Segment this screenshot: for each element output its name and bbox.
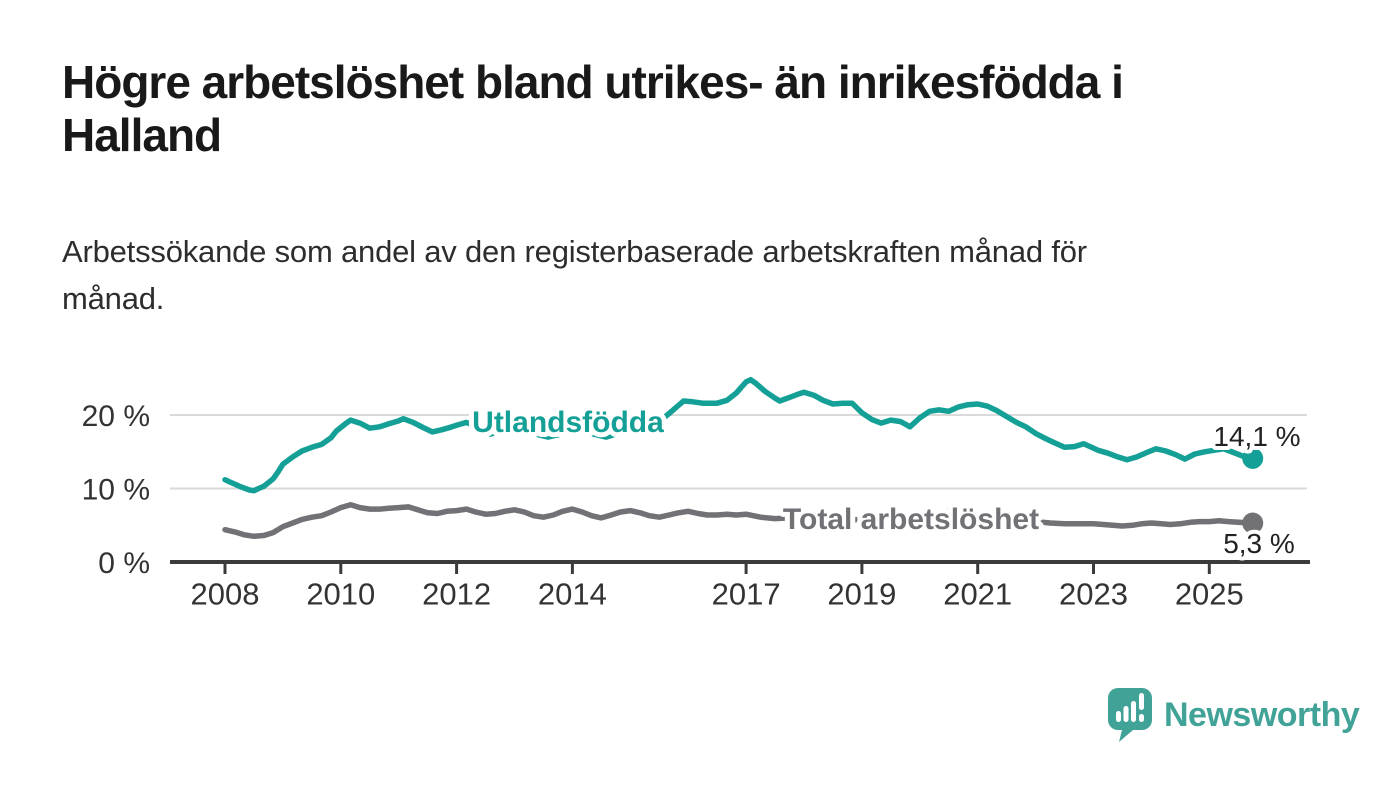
series-line-utlandsfodda [222, 376, 1256, 494]
end-value-label-total: 5,3 % [1223, 528, 1295, 559]
x-tick-label-2019: 2019 [827, 576, 896, 611]
series-end-dot-total-arbetsloshet [1242, 512, 1264, 534]
logo-wordmark: Newsworthy [1164, 696, 1360, 734]
x-tick-label-2017: 2017 [712, 576, 781, 611]
x-tick-label-2012: 2012 [422, 576, 491, 611]
y-tick-label-10: 10 % [82, 474, 150, 507]
y-tick-label-0: 0 % [98, 547, 150, 580]
x-tick-label-2023: 2023 [1059, 576, 1128, 611]
grid-layer [170, 414, 1307, 490]
page-subtitle: Arbetssökande som andel av den registerb… [62, 234, 1087, 317]
end-value-label-utlandsfodda: 14,1 % [1213, 421, 1300, 452]
x-tick-label-2021: 2021 [943, 576, 1012, 611]
series-end-dot-utlandsfodda [1242, 447, 1264, 469]
x-tick-label-2014: 2014 [538, 576, 607, 611]
x-tick-label-2008: 2008 [191, 576, 260, 611]
x-tick-label-2025: 2025 [1175, 576, 1244, 611]
endpoint-layer [1242, 447, 1264, 534]
y-tick-label-20: 20 % [82, 400, 150, 433]
x-tick-label-2010: 2010 [306, 576, 375, 611]
logo-bar-chart-icon [1116, 693, 1144, 722]
series-label-total-arbetsloshet: Total arbetslöshet [783, 503, 1039, 536]
logo-speech-bubble [1108, 688, 1152, 742]
axis-layer: 2008 2010 2012 2014 2017 2019 2021 2023 2025 20 %… [82, 400, 1310, 611]
series-label-utlandsfodda: Utlandsfödda [472, 406, 664, 439]
page-title: Högre arbetslöshet bland utrikes- än inr… [62, 56, 1124, 162]
series-layer [222, 376, 1256, 540]
series-line-total-arbetsloshet [222, 501, 1256, 540]
newsworthy-logo: Newsworthy [1108, 688, 1360, 742]
